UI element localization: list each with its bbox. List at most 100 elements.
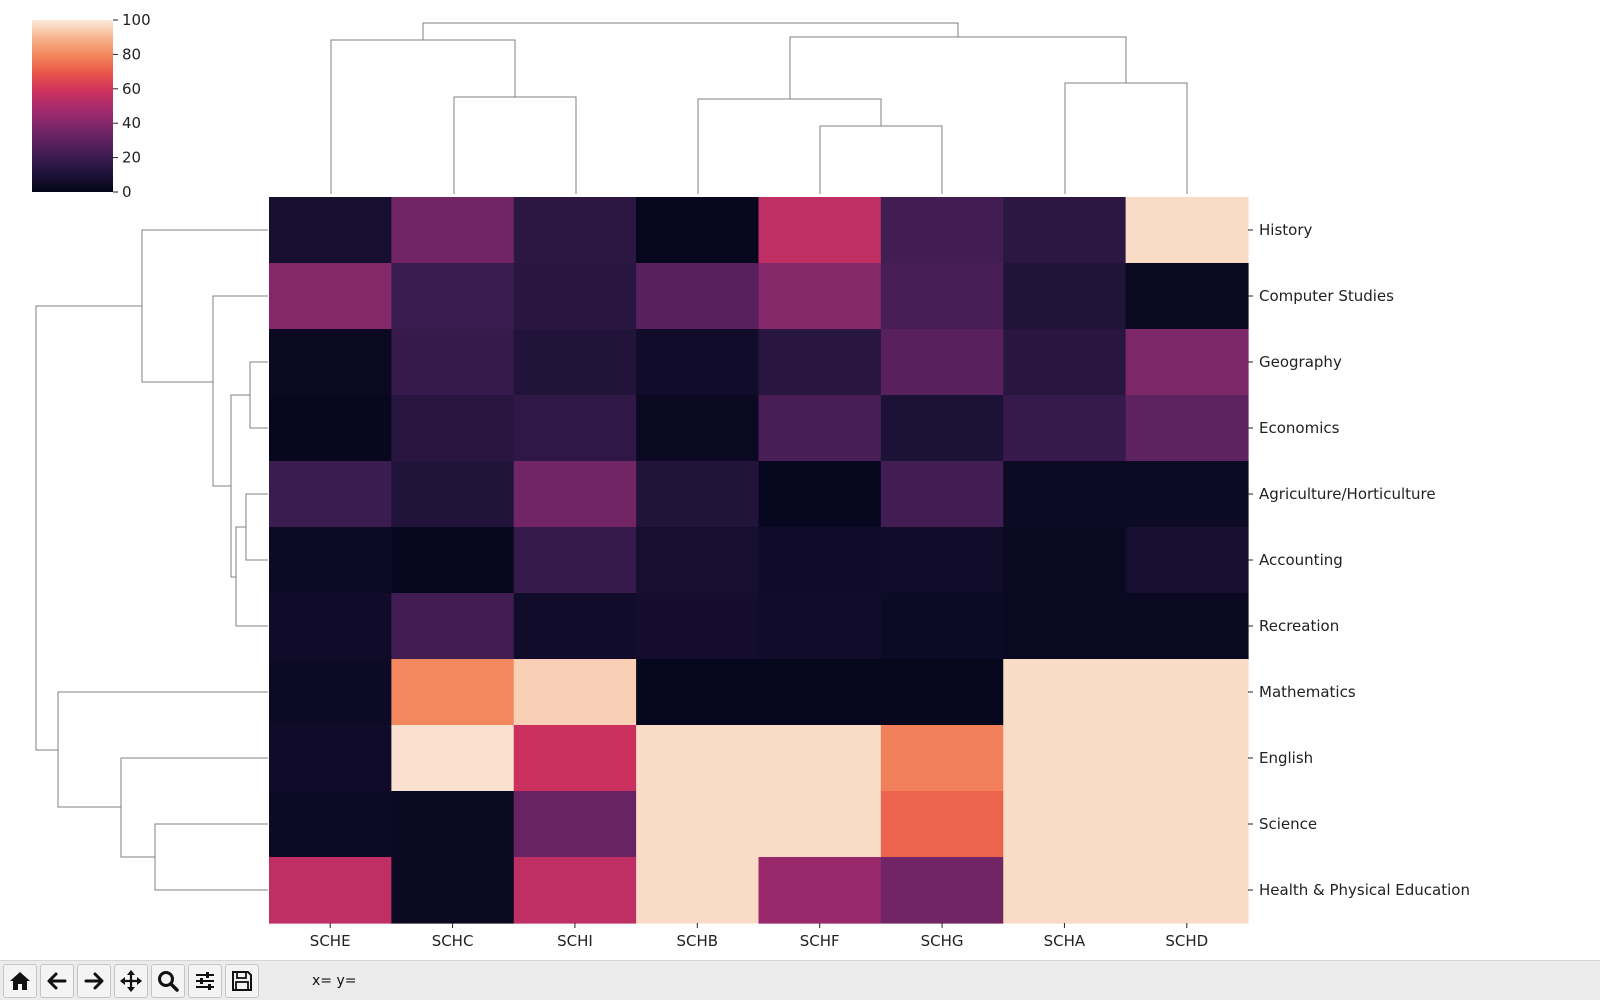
col-dendrogram-link [789, 36, 1127, 99]
heatmap-cell [1003, 791, 1127, 858]
heatmap-cell [1003, 461, 1127, 528]
heatmap-cell [758, 461, 882, 528]
heatmap-cell [269, 659, 392, 726]
magnifier-icon [158, 971, 179, 992]
heatmap-cell [758, 527, 882, 594]
heatmap-cell [391, 263, 515, 330]
heatmap-cell [391, 461, 515, 528]
row-label: Computer Studies [1259, 287, 1394, 305]
column-label: SCHB [677, 932, 719, 950]
heatmap-cell [880, 725, 1004, 792]
heatmap-cell [758, 659, 882, 726]
navigation-toolbar: x= y= [0, 960, 1600, 1000]
heatmap-cell [1125, 461, 1249, 528]
column-label: SCHD [1165, 932, 1208, 950]
heatmap-cell [880, 395, 1004, 462]
colorbar-tick-label: 40 [122, 114, 141, 132]
clustermap-figure: History Computer Studies Geography Economic… [32, 11, 1470, 950]
heatmap-cell [758, 197, 882, 264]
heatmap-cell [269, 197, 392, 264]
row-dendrogram-link [57, 691, 268, 808]
back-button[interactable] [40, 964, 74, 998]
row-dendrogram-link [141, 229, 268, 383]
heatmap-cell [391, 329, 515, 396]
zoom-button[interactable] [151, 964, 185, 998]
heatmap-cell [269, 461, 392, 528]
heatmap-cell [391, 395, 515, 462]
colorbar-tick-label: 80 [122, 45, 141, 63]
row-dendrogram-link [230, 394, 250, 578]
colorbar-tick-label: 20 [122, 149, 141, 167]
col-dendrogram-link [453, 96, 577, 194]
colorbar-tick-label: 0 [122, 183, 132, 201]
heatmap-cell [513, 725, 637, 792]
heatmap-cell [391, 725, 515, 792]
heatmap-cell [513, 263, 637, 330]
col-dendrogram-link [819, 125, 943, 194]
heatmap-cell [1003, 527, 1127, 594]
heatmap-cell [269, 857, 392, 924]
heatmap-cell [391, 791, 515, 858]
row-dendrogram-link [154, 823, 268, 891]
heatmap-cell [636, 659, 760, 726]
heatmap-cell [391, 659, 515, 726]
heatmap-cell [1003, 659, 1127, 726]
column-label: SCHE [310, 932, 351, 950]
heatmap-cell [758, 593, 882, 660]
colorbar-tick-label: 60 [122, 80, 141, 98]
row-label: Geography [1259, 353, 1342, 371]
colorbar-ticks: 0 20 40 60 80 100 [113, 11, 151, 201]
heatmap-cell [880, 461, 1004, 528]
heatmap-cell [758, 263, 882, 330]
configure-subplots-button[interactable] [188, 964, 222, 998]
row-dendrogram-link [235, 526, 268, 627]
heatmap-cell [636, 395, 760, 462]
row-tick-labels: History Computer Studies Geography Economic… [1248, 221, 1470, 899]
heatmap-cell [1125, 527, 1249, 594]
heatmap-cell [758, 725, 882, 792]
column-label: SCHI [557, 932, 593, 950]
save-button[interactable] [225, 964, 259, 998]
heatmap-cell [1003, 857, 1127, 924]
heatmap-cell [513, 329, 637, 396]
heatmap-cell [1125, 725, 1249, 792]
row-label: History [1259, 221, 1312, 239]
pan-button[interactable] [114, 964, 148, 998]
col-dendrogram-link [697, 98, 882, 194]
heatmap-cell [513, 461, 637, 528]
heatmap-cell [880, 593, 1004, 660]
heatmap-cell [880, 857, 1004, 924]
home-button[interactable] [3, 964, 37, 998]
row-label: Recreation [1259, 617, 1339, 635]
move-icon [120, 970, 142, 992]
heatmap-cell [636, 263, 760, 330]
heatmap-cell [269, 527, 392, 594]
heatmap-cell [1125, 329, 1249, 396]
heatmap-cell [513, 197, 637, 264]
row-dendrogram-link [249, 361, 268, 429]
column-label: SCHA [1044, 932, 1086, 950]
heatmap-cell [880, 527, 1004, 594]
heatmap-cell [636, 527, 760, 594]
row-label: Science [1259, 815, 1317, 833]
col-dendrogram-link [1064, 82, 1188, 194]
heatmap-cell [513, 593, 637, 660]
row-dendrogram-link [35, 305, 142, 751]
row-label: English [1259, 749, 1313, 767]
floppy-disk-icon [232, 971, 252, 991]
heatmap-cell [1125, 197, 1249, 264]
column-tick-labels: SCHE SCHC SCHI SCHB SCHF SCHG SCHA SCHD [310, 923, 1208, 950]
col-dendrogram-link [330, 39, 516, 194]
forward-button[interactable] [77, 964, 111, 998]
arrow-left-icon [47, 972, 67, 990]
colorbar: 0 20 40 60 80 100 [32, 11, 151, 201]
heatmap-cell [269, 263, 392, 330]
heatmap-cell [636, 857, 760, 924]
heatmap-cell [636, 593, 760, 660]
heatmap-cell [636, 197, 760, 264]
arrow-right-icon [84, 972, 104, 990]
heatmap-cell [513, 857, 637, 924]
heatmap-cell [513, 659, 637, 726]
heatmap-cell [269, 791, 392, 858]
heatmap-cell [269, 593, 392, 660]
